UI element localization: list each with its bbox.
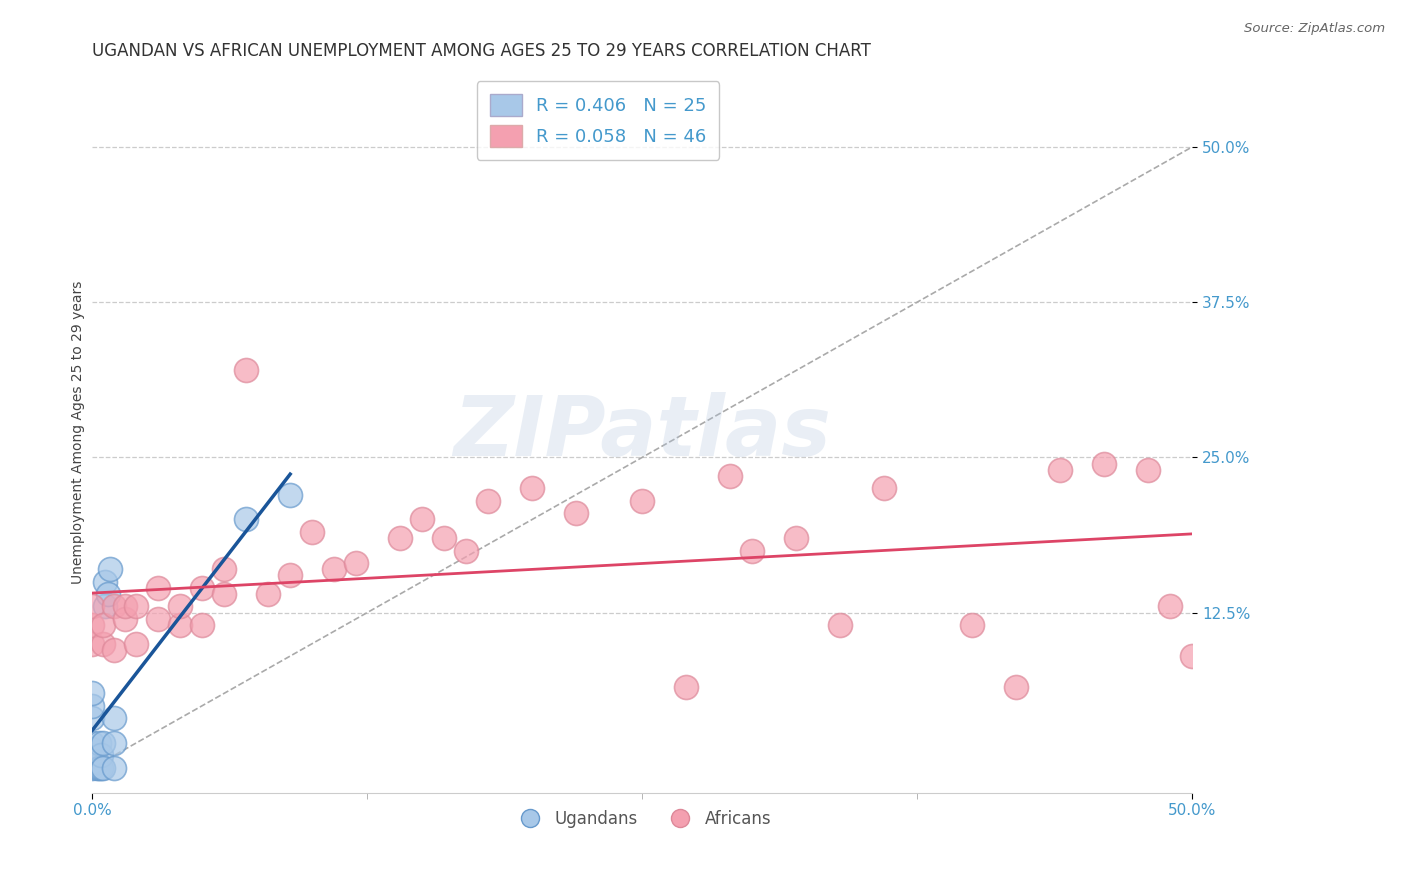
Legend: Ugandans, Africans: Ugandans, Africans bbox=[506, 804, 778, 835]
Point bbox=[323, 562, 346, 576]
Point bbox=[82, 761, 104, 775]
Point bbox=[103, 599, 125, 614]
Point bbox=[718, 469, 741, 483]
Point bbox=[90, 748, 112, 763]
Point bbox=[212, 562, 235, 576]
Point bbox=[257, 587, 280, 601]
Point bbox=[82, 698, 104, 713]
Point bbox=[830, 618, 852, 632]
Point bbox=[1137, 463, 1160, 477]
Point bbox=[785, 531, 807, 545]
Text: Source: ZipAtlas.com: Source: ZipAtlas.com bbox=[1244, 22, 1385, 36]
Point bbox=[960, 618, 983, 632]
Point bbox=[675, 680, 697, 694]
Point bbox=[103, 643, 125, 657]
Point bbox=[235, 512, 257, 526]
Point bbox=[91, 761, 114, 775]
Point bbox=[191, 581, 214, 595]
Point bbox=[873, 482, 896, 496]
Point bbox=[278, 488, 301, 502]
Point bbox=[169, 599, 191, 614]
Point bbox=[90, 761, 112, 775]
Point bbox=[82, 748, 104, 763]
Point bbox=[631, 493, 654, 508]
Point bbox=[1005, 680, 1028, 694]
Point bbox=[91, 618, 114, 632]
Point bbox=[148, 612, 170, 626]
Point bbox=[86, 761, 108, 775]
Point bbox=[565, 506, 588, 520]
Point bbox=[169, 618, 191, 632]
Point bbox=[1049, 463, 1071, 477]
Point bbox=[114, 599, 136, 614]
Point bbox=[82, 755, 104, 769]
Point bbox=[235, 363, 257, 377]
Y-axis label: Unemployment Among Ages 25 to 29 years: Unemployment Among Ages 25 to 29 years bbox=[72, 281, 86, 584]
Point bbox=[389, 531, 412, 545]
Point bbox=[411, 512, 433, 526]
Point bbox=[278, 568, 301, 582]
Point bbox=[103, 736, 125, 750]
Point bbox=[125, 637, 148, 651]
Point bbox=[301, 524, 323, 539]
Point bbox=[82, 599, 104, 614]
Point bbox=[1092, 457, 1115, 471]
Point bbox=[191, 618, 214, 632]
Point bbox=[212, 587, 235, 601]
Point bbox=[103, 761, 125, 775]
Point bbox=[103, 711, 125, 725]
Point bbox=[87, 761, 110, 775]
Point bbox=[98, 562, 121, 576]
Point bbox=[456, 543, 478, 558]
Point bbox=[344, 556, 367, 570]
Point bbox=[114, 612, 136, 626]
Point bbox=[91, 736, 114, 750]
Point bbox=[82, 711, 104, 725]
Point bbox=[125, 599, 148, 614]
Point bbox=[94, 574, 117, 589]
Point bbox=[148, 581, 170, 595]
Point bbox=[1159, 599, 1181, 614]
Point bbox=[1181, 648, 1204, 663]
Point bbox=[87, 736, 110, 750]
Point bbox=[82, 686, 104, 700]
Point bbox=[97, 587, 120, 601]
Point bbox=[522, 482, 544, 496]
Point bbox=[94, 599, 117, 614]
Text: ZIPatlas: ZIPatlas bbox=[453, 392, 831, 473]
Text: UGANDAN VS AFRICAN UNEMPLOYMENT AMONG AGES 25 TO 29 YEARS CORRELATION CHART: UGANDAN VS AFRICAN UNEMPLOYMENT AMONG AG… bbox=[93, 42, 872, 60]
Point bbox=[86, 755, 108, 769]
Point bbox=[477, 493, 499, 508]
Point bbox=[741, 543, 763, 558]
Point bbox=[433, 531, 456, 545]
Point bbox=[82, 637, 104, 651]
Point bbox=[82, 618, 104, 632]
Point bbox=[82, 736, 104, 750]
Point bbox=[91, 637, 114, 651]
Point bbox=[82, 742, 104, 756]
